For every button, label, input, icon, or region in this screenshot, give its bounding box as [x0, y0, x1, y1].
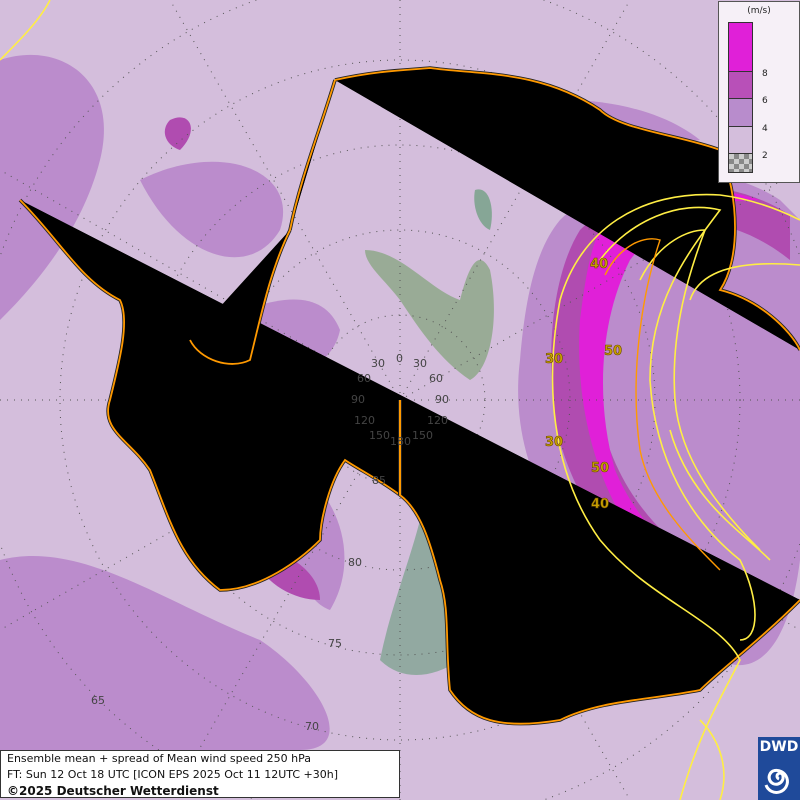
contour-label: 50 — [591, 461, 609, 476]
lon-label: 60 — [429, 372, 443, 385]
spiral-icon — [764, 768, 789, 794]
color-legend: (m/s) 8 6 4 2 — [718, 1, 800, 183]
caption-copyright: ©2025 Deutscher Wetterdienst — [7, 784, 219, 798]
legend-tick: 2 — [762, 151, 768, 161]
contour-label: 40 — [590, 257, 608, 272]
legend-swatch — [728, 126, 753, 154]
legend-swatch — [728, 98, 753, 127]
lon-label: 90 — [435, 393, 449, 406]
lon-label: 120 — [354, 414, 375, 427]
caption-title: Ensemble mean + spread of Mean wind spee… — [7, 752, 311, 765]
legend-swatch — [728, 22, 753, 72]
legend-tick: 4 — [762, 124, 768, 134]
lat-label: 85 — [372, 474, 386, 487]
lon-label: 90 — [351, 393, 365, 406]
lon-label: 60 — [357, 372, 371, 385]
legend-tick: 6 — [762, 96, 768, 106]
caption-forecast-time: FT: Sun 12 Oct 18 UTC [ICON EPS 2025 Oct… — [7, 768, 339, 781]
legend-swatch — [728, 71, 753, 99]
lon-label: 180 — [390, 435, 411, 448]
map-caption: Ensemble mean + spread of Mean wind spee… — [0, 750, 400, 798]
dwd-logo: DWD — [758, 737, 800, 800]
legend-unit: (m/s) — [747, 6, 771, 16]
lat-label: 70 — [305, 720, 319, 733]
logo-text: DWD — [759, 739, 799, 755]
contour-label: 50 — [604, 344, 622, 359]
lon-label: 30 — [413, 357, 427, 370]
contour-label: 30 — [545, 352, 563, 367]
legend-swatch — [728, 153, 753, 173]
lon-label: 150 — [369, 429, 390, 442]
contour-label: 30 — [545, 435, 563, 450]
lat-label: 80 — [348, 556, 362, 569]
lon-label: 150 — [412, 429, 433, 442]
lon-label: 120 — [427, 414, 448, 427]
legend-tick: 8 — [762, 69, 768, 79]
lon-label: 0 — [396, 352, 403, 365]
contour-label: 40 — [591, 497, 609, 512]
lon-label: 30 — [371, 357, 385, 370]
lat-label: 65 — [91, 694, 105, 707]
lat-label: 75 — [328, 637, 342, 650]
